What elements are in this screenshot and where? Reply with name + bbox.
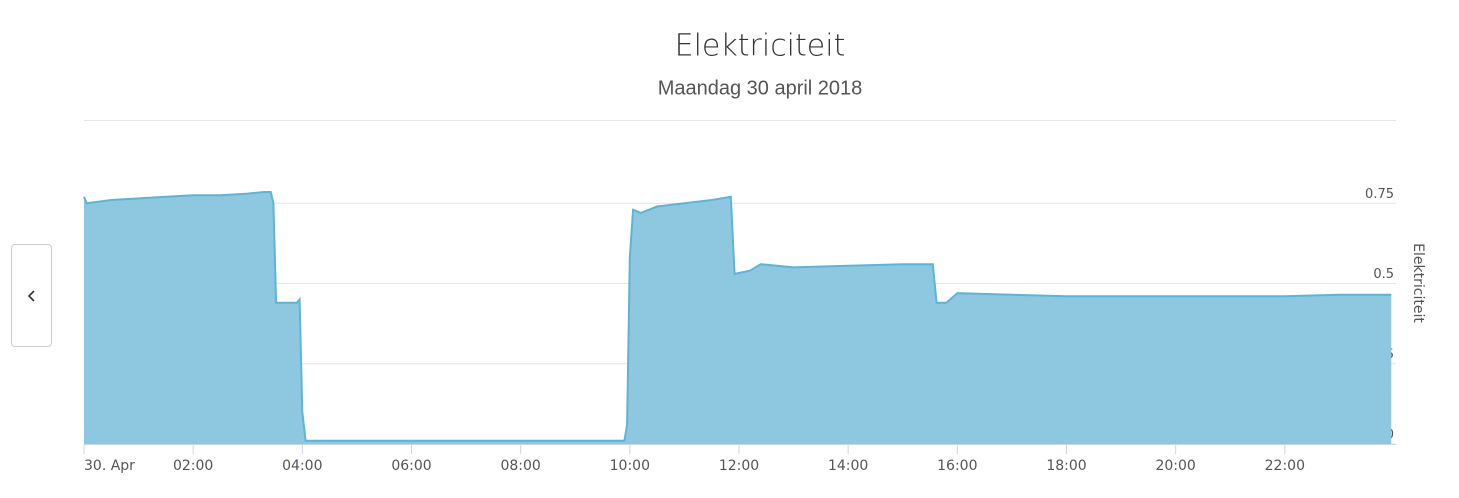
x-tick-label: 20:00	[1155, 458, 1195, 474]
x-tick-label: 22:00	[1265, 458, 1305, 474]
x-tick-label: 08:00	[500, 458, 540, 474]
y-tick-label: 0	[1386, 428, 1394, 443]
y-axis-title: Elektriciteit	[1410, 243, 1426, 323]
chevron-icon	[27, 289, 35, 302]
y-tick-label: 0.25	[1365, 347, 1394, 362]
chart-subtitle: Maandag 30 april 2018	[658, 77, 863, 99]
x-tick-label: 18:00	[1046, 458, 1086, 474]
previous-button[interactable]	[11, 244, 52, 347]
x-tick-label: 06:00	[391, 458, 431, 474]
y-tick-label: 0.75	[1365, 187, 1394, 202]
area	[84, 192, 1392, 444]
x-tick-label: 02:00	[173, 458, 213, 474]
x-tick-label: 10:00	[610, 458, 650, 474]
x-tick-label: 14:00	[828, 458, 868, 474]
x-tick-label: 16:00	[937, 458, 977, 474]
x-tick-label: 04:00	[282, 458, 322, 474]
x-tick-label: 30. Apr	[84, 458, 135, 474]
area-line	[83, 191, 1392, 442]
chart-title: Elektriciteit	[675, 29, 846, 64]
x-tick-label: 12:00	[719, 458, 759, 474]
y-tick-label: 0.5	[1373, 267, 1394, 282]
